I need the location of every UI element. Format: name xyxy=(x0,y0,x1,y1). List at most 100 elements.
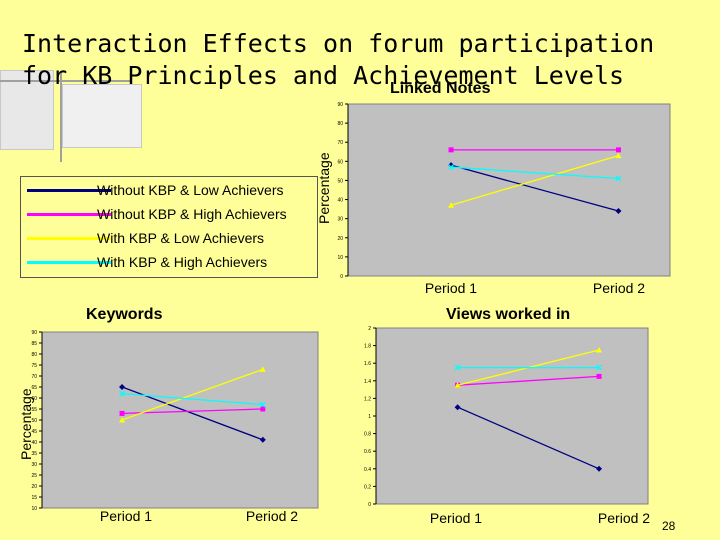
y-tick-label: 20 xyxy=(337,236,343,242)
decorative-line xyxy=(0,80,132,82)
legend-label: With KBP & High Achievers xyxy=(97,254,268,270)
y-axis-label-linked-notes: Percentage xyxy=(316,152,332,224)
legend-item: Without KBP & Low Achievers xyxy=(21,180,317,200)
legend-swatch xyxy=(27,189,111,192)
data-point-marker xyxy=(259,436,266,443)
data-point-marker xyxy=(615,152,622,159)
series-line xyxy=(457,375,600,386)
series-line xyxy=(121,368,264,421)
x-tick-label: Period 1 xyxy=(424,280,478,296)
y-tick-label: 10 xyxy=(31,506,37,512)
y-tick-label: 0.6 xyxy=(364,449,371,455)
series-line xyxy=(121,392,263,406)
data-point-marker xyxy=(119,390,125,397)
data-point-marker xyxy=(119,384,126,390)
plot-area xyxy=(347,103,671,277)
y-tick-label: 65 xyxy=(31,385,37,391)
page-number: 28 xyxy=(662,519,676,533)
legend-item: With KBP & High Achievers xyxy=(21,252,317,272)
series-line xyxy=(450,166,619,180)
y-tick-label: 1.2 xyxy=(364,396,371,402)
y-tick-label: 1.6 xyxy=(364,361,371,367)
y-tick-label: 90 xyxy=(337,102,343,108)
y-tick-label: 20 xyxy=(31,484,37,490)
data-point-marker xyxy=(615,147,621,153)
x-tick-label: Period 2 xyxy=(592,280,646,296)
data-point-marker xyxy=(596,347,603,353)
decorative-square xyxy=(0,70,54,150)
y-tick-label: 40 xyxy=(337,198,343,204)
series-line xyxy=(450,164,619,212)
y-tick-label: 0.2 xyxy=(364,484,371,490)
y-tick-label: 50 xyxy=(337,178,343,184)
y-tick-label: 80 xyxy=(337,121,343,127)
data-point-marker xyxy=(454,382,461,388)
y-tick-label: 50 xyxy=(31,418,37,424)
y-tick-label: 2 xyxy=(368,326,371,332)
legend-swatch xyxy=(27,213,111,216)
decorative-line xyxy=(60,72,62,162)
y-tick-label: 85 xyxy=(31,341,37,347)
legend-label: Without KBP & Low Achievers xyxy=(97,182,284,198)
data-point-marker xyxy=(260,406,266,412)
x-tick-label: Period 1 xyxy=(99,508,153,524)
data-point-marker xyxy=(259,401,266,408)
y-tick-label: 10 xyxy=(337,255,343,261)
chart-title-views-worked-in: Views worked in xyxy=(446,306,571,323)
linked-notes-chart: 0 10 20 30 40 50 60 70 80 90 xyxy=(337,102,671,280)
legend-label: With KBP & Low Achievers xyxy=(97,230,265,246)
data-point-marker xyxy=(448,202,455,208)
data-point-marker xyxy=(448,164,454,171)
x-tick-label: Period 2 xyxy=(597,510,651,526)
y-tick-label: 25 xyxy=(31,473,37,479)
x-tick-label: Period 2 xyxy=(245,508,299,524)
data-point-marker xyxy=(454,364,461,371)
legend-swatch xyxy=(27,237,111,240)
y-tick-label: 1.4 xyxy=(364,379,371,385)
y-tick-label: 60 xyxy=(337,159,343,165)
y-tick-label: 70 xyxy=(337,140,343,146)
data-point-marker xyxy=(596,364,602,371)
y-tick-label: 60 xyxy=(31,396,37,402)
chart-legend: Without KBP & Low Achievers Without KBP … xyxy=(20,176,318,278)
data-point-marker xyxy=(119,417,126,423)
y-tick-label: 80 xyxy=(31,352,37,358)
legend-label: Without KBP & High Achievers xyxy=(97,206,287,222)
y-tick-label: 0 xyxy=(340,274,343,280)
y-tick-label: 1 xyxy=(368,414,371,420)
y-tick-label: 55 xyxy=(31,407,37,413)
y-tick-label: 45 xyxy=(31,429,37,435)
legend-item: With KBP & Low Achievers xyxy=(21,228,317,248)
data-point-marker xyxy=(259,366,266,372)
keywords-chart: 10 15 20 25 30 35 40 45 50 55 60 65 70 75 80 85 90 xyxy=(31,330,319,512)
slide-title: Interaction Effects on forum participati… xyxy=(22,29,655,90)
data-point-marker xyxy=(119,410,125,416)
plot-area xyxy=(375,327,649,505)
chart-title-linked-notes: Linked Notes xyxy=(390,80,491,97)
legend-item: Without KBP & High Achievers xyxy=(21,204,317,224)
data-point-marker xyxy=(596,373,602,379)
legend-swatch xyxy=(27,261,111,264)
y-tick-label: 75 xyxy=(31,363,37,369)
y-tick-label: 0.4 xyxy=(364,467,371,473)
y-tick-label: 0.8 xyxy=(364,432,371,438)
plot-area xyxy=(41,331,319,509)
views-worked-in-chart: 0 0.2 0.4 0.6 0.8 1 1.2 1.4 1.6 1.8 2 xyxy=(364,326,649,508)
y-tick-label: 1.8 xyxy=(364,344,371,350)
y-tick-label: 40 xyxy=(31,440,37,446)
data-point-marker xyxy=(454,404,461,411)
series-line xyxy=(450,154,619,206)
y-tick-label: 35 xyxy=(31,451,37,457)
data-point-marker xyxy=(615,208,622,215)
y-tick-label: 15 xyxy=(31,495,37,501)
y-tick-label: 30 xyxy=(31,462,37,468)
x-tick-label: Period 1 xyxy=(429,510,483,526)
data-point-marker xyxy=(596,465,603,472)
series-line xyxy=(122,408,263,415)
chart-title-keywords: Keywords xyxy=(86,306,163,323)
decorative-square xyxy=(62,84,142,148)
data-point-marker xyxy=(615,175,622,182)
y-tick-label: 0 xyxy=(368,502,371,508)
data-point-marker xyxy=(448,147,454,153)
series-line xyxy=(457,406,600,470)
